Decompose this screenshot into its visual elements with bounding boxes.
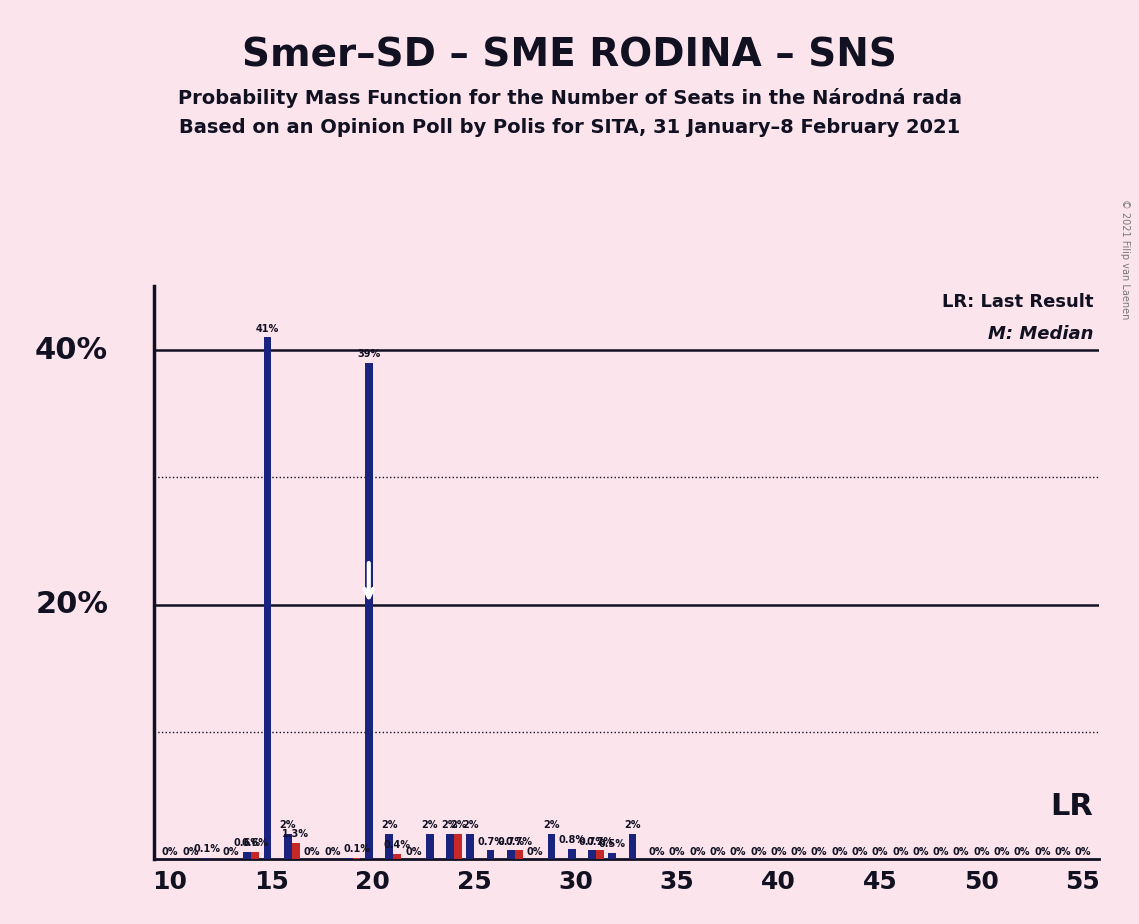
Text: 0%: 0% — [811, 847, 827, 857]
Bar — [548, 833, 555, 859]
Text: 2%: 2% — [380, 820, 398, 830]
Text: 0.4%: 0.4% — [384, 841, 411, 850]
Bar — [608, 853, 616, 859]
Text: 0%: 0% — [953, 847, 969, 857]
Text: 41%: 41% — [256, 323, 279, 334]
Text: 0.6%: 0.6% — [241, 838, 269, 848]
Text: 2%: 2% — [450, 820, 466, 830]
Text: 0%: 0% — [162, 847, 178, 857]
Text: Probability Mass Function for the Number of Seats in the Národná rada: Probability Mass Function for the Number… — [178, 88, 961, 108]
Bar — [364, 363, 372, 859]
Bar — [385, 833, 393, 859]
Text: Smer–SD – SME RODINA – SNS: Smer–SD – SME RODINA – SNS — [243, 37, 896, 75]
Bar — [203, 858, 211, 859]
Bar — [446, 833, 453, 859]
Text: 0%: 0% — [751, 847, 767, 857]
Text: © 2021 Filip van Laenen: © 2021 Filip van Laenen — [1121, 199, 1130, 319]
Text: 0%: 0% — [973, 847, 990, 857]
Text: 0.6%: 0.6% — [233, 838, 261, 848]
Text: 0%: 0% — [993, 847, 1010, 857]
Text: 39%: 39% — [358, 349, 380, 359]
Bar — [629, 833, 637, 859]
Text: 0%: 0% — [831, 847, 847, 857]
Bar — [345, 858, 352, 859]
Bar — [426, 833, 434, 859]
Bar — [466, 833, 474, 859]
Text: 0%: 0% — [1034, 847, 1050, 857]
Bar — [454, 833, 462, 859]
Bar — [596, 850, 604, 859]
Text: 0%: 0% — [933, 847, 949, 857]
Text: 2%: 2% — [543, 820, 559, 830]
Text: 0%: 0% — [527, 847, 543, 857]
Text: 0%: 0% — [222, 847, 239, 857]
Text: 0%: 0% — [730, 847, 746, 857]
Text: 0.7%: 0.7% — [506, 836, 532, 846]
Bar — [263, 337, 271, 859]
Text: 0.1%: 0.1% — [192, 845, 220, 854]
Text: M: Median: M: Median — [988, 324, 1093, 343]
Text: 0%: 0% — [323, 847, 341, 857]
Text: 0%: 0% — [892, 847, 909, 857]
Text: LR: LR — [1050, 792, 1093, 821]
Text: 0%: 0% — [871, 847, 888, 857]
Bar — [284, 833, 292, 859]
Text: 0%: 0% — [1014, 847, 1031, 857]
Text: 0%: 0% — [405, 847, 421, 857]
Text: 2%: 2% — [279, 820, 296, 830]
Bar — [393, 854, 401, 859]
Text: 0.7%: 0.7% — [587, 836, 614, 846]
Text: 20%: 20% — [35, 590, 108, 619]
Text: 1.3%: 1.3% — [282, 829, 310, 839]
Text: 0%: 0% — [710, 847, 726, 857]
Text: 2%: 2% — [421, 820, 437, 830]
Bar — [515, 850, 523, 859]
Text: 40%: 40% — [35, 335, 108, 365]
Text: Based on an Opinion Poll by Polis for SITA, 31 January–8 February 2021: Based on an Opinion Poll by Polis for SI… — [179, 118, 960, 138]
Text: 0%: 0% — [1075, 847, 1091, 857]
Text: 2%: 2% — [624, 820, 641, 830]
Text: LR: Last Result: LR: Last Result — [942, 293, 1093, 310]
Text: 0%: 0% — [182, 847, 198, 857]
Bar — [486, 850, 494, 859]
Text: 0.7%: 0.7% — [579, 836, 606, 846]
Text: 0%: 0% — [304, 847, 320, 857]
Text: 0.8%: 0.8% — [558, 835, 585, 845]
Text: 0%: 0% — [689, 847, 706, 857]
Bar — [588, 850, 596, 859]
Bar — [244, 852, 251, 859]
Bar — [353, 858, 360, 859]
Bar — [252, 852, 259, 859]
Text: 0%: 0% — [790, 847, 808, 857]
Text: 0%: 0% — [669, 847, 686, 857]
Bar — [568, 849, 575, 859]
Text: 2%: 2% — [462, 820, 478, 830]
Text: 0%: 0% — [852, 847, 868, 857]
Text: 0.1%: 0.1% — [343, 845, 370, 854]
Bar — [507, 850, 515, 859]
Text: 2%: 2% — [442, 820, 458, 830]
Text: 0.5%: 0.5% — [599, 839, 625, 849]
Text: 0%: 0% — [770, 847, 787, 857]
Text: 0%: 0% — [1055, 847, 1071, 857]
Bar — [292, 843, 300, 859]
Text: 0%: 0% — [648, 847, 665, 857]
Text: 0.7%: 0.7% — [477, 836, 505, 846]
Text: 0.7%: 0.7% — [498, 836, 524, 846]
Text: 0%: 0% — [912, 847, 929, 857]
